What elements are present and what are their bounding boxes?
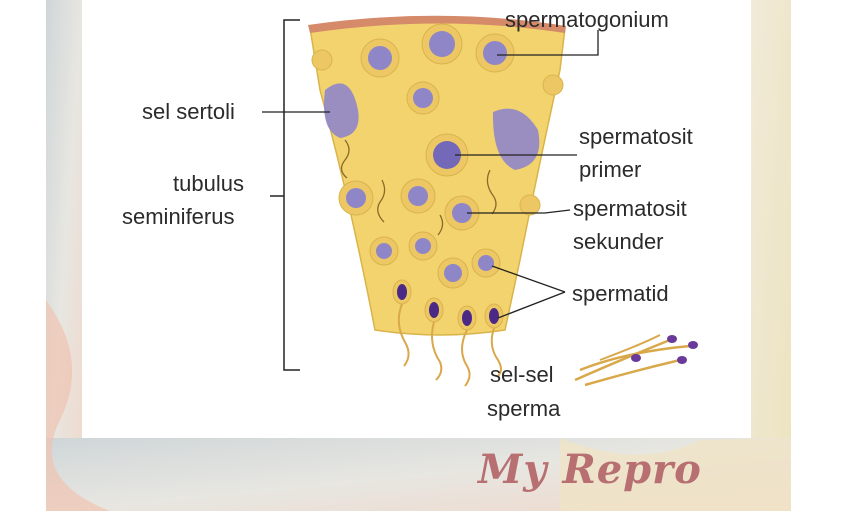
label-spermatid: spermatid [572,281,669,306]
tubule-tissue [309,17,566,336]
spermatogonium-cells [311,23,564,96]
tubulus-bracket [283,19,300,371]
label-sel-sel-sperma-line2: sperma [487,396,561,421]
label-tubulus-line1: tubulus [173,171,244,196]
label-spermatosit-primer-line2: primer [579,157,642,182]
label-spermatogonium: spermatogonium [505,7,669,32]
label-tubulus-line2: seminiferus [122,204,235,229]
label-sel-sel-sperma-line1: sel-sel [490,362,554,387]
sertoli-threads [340,139,497,236]
mid-cells [338,81,541,289]
basement-membrane [308,15,566,33]
label-spermatosit-sekunder-line2: sekunder [573,229,664,254]
label-sel-sertoli: sel sertoli [142,99,235,124]
label-spermatosit-primer-line1: spermatosit [579,124,693,149]
leader-lines [262,30,599,319]
watermark-logo: My Repro [478,446,702,493]
spermatid-tails [397,303,502,387]
free-sperm-cells [574,334,698,387]
label-spermatosit-sekunder-line1: spermatosit [573,196,687,221]
spermatid-heads [392,279,504,331]
